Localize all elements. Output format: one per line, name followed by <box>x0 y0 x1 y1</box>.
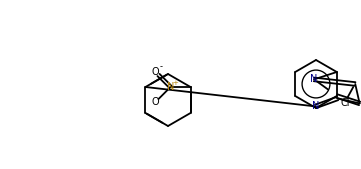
Text: N: N <box>312 101 319 111</box>
Text: O: O <box>152 97 159 107</box>
Text: +: + <box>173 80 178 86</box>
Text: O: O <box>152 67 159 77</box>
Text: Cl: Cl <box>340 98 350 108</box>
Text: -: - <box>160 63 163 71</box>
Text: N: N <box>310 74 318 84</box>
Text: N: N <box>167 82 174 92</box>
